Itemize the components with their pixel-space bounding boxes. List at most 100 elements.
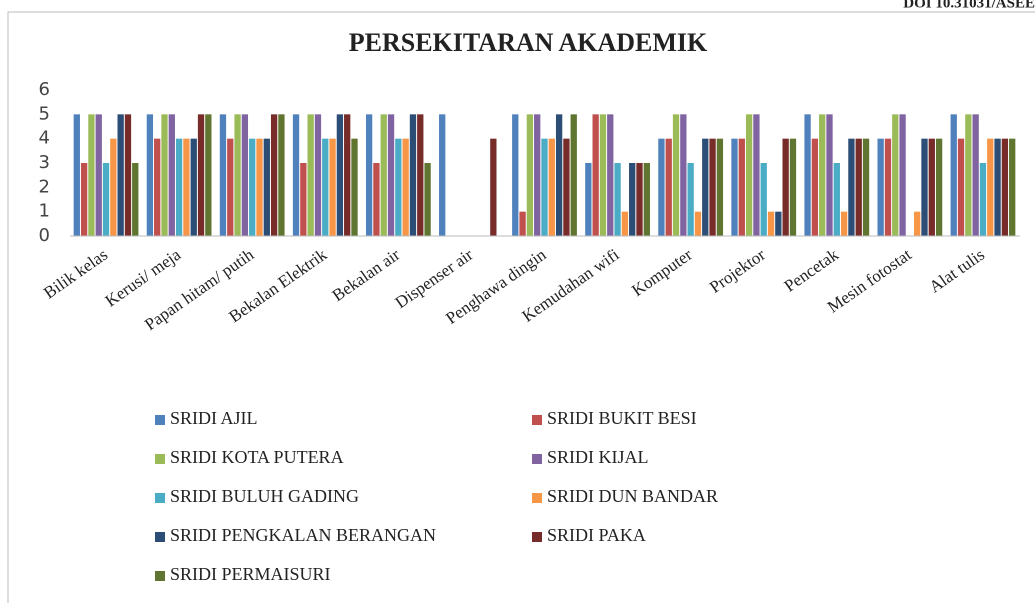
bar xyxy=(234,114,241,236)
bar xyxy=(241,114,249,236)
bar xyxy=(380,114,387,236)
bar xyxy=(877,138,884,236)
bar xyxy=(782,138,789,236)
legend-swatch xyxy=(155,493,165,503)
bar xyxy=(183,138,190,236)
bar xyxy=(811,138,819,236)
bar xyxy=(548,138,555,236)
x-tick-label: Komputer xyxy=(628,245,696,300)
bar xyxy=(314,114,322,236)
bar xyxy=(439,114,446,236)
bar xyxy=(555,114,563,236)
bar xyxy=(914,211,921,236)
bar xyxy=(278,114,285,236)
bar xyxy=(336,114,344,236)
bar xyxy=(731,138,738,236)
legend-swatch xyxy=(155,571,165,581)
bar xyxy=(994,138,1001,236)
bar xyxy=(256,138,263,236)
bar xyxy=(629,163,636,236)
y-tick-label: 5 xyxy=(39,103,50,124)
bar xyxy=(716,138,724,236)
bar xyxy=(490,138,497,236)
y-tick-label: 0 xyxy=(39,225,50,246)
bar xyxy=(292,114,300,236)
bar xyxy=(154,138,161,236)
bar xyxy=(585,163,592,236)
bar xyxy=(694,211,702,236)
bar xyxy=(270,114,278,236)
legend-swatch xyxy=(155,454,165,464)
bar xyxy=(117,114,124,236)
legend-label: SRIDI BULUH GADING xyxy=(170,486,359,506)
bar xyxy=(899,114,906,236)
bar xyxy=(351,138,358,236)
bar xyxy=(687,163,694,236)
bar xyxy=(636,163,643,236)
bar xyxy=(387,114,395,236)
bar xyxy=(592,114,599,236)
bar xyxy=(979,163,987,236)
bar xyxy=(102,163,110,236)
bar xyxy=(402,138,409,236)
bar xyxy=(643,163,650,236)
bar xyxy=(753,114,760,236)
bar xyxy=(132,163,139,236)
bar xyxy=(987,138,994,236)
legend-label: SRIDI PERMAISURI xyxy=(170,564,331,584)
bar xyxy=(658,138,665,236)
bar xyxy=(760,163,767,236)
bar xyxy=(672,114,680,236)
bar xyxy=(300,163,307,236)
bar xyxy=(80,163,88,236)
x-tick-label: Projektor xyxy=(706,245,769,297)
bar xyxy=(329,138,336,236)
bar xyxy=(205,114,212,236)
bar xyxy=(417,114,424,236)
chart-frame xyxy=(7,11,1035,608)
bar xyxy=(972,114,979,236)
doi: DOI 10.31031/ASEE xyxy=(903,0,1035,11)
bar xyxy=(190,138,197,236)
bar xyxy=(395,138,402,236)
bar xyxy=(424,163,431,236)
y-tick-label: 2 xyxy=(39,176,50,197)
bar xyxy=(928,138,935,236)
bar xyxy=(95,114,102,236)
bar xyxy=(1001,138,1009,236)
bar xyxy=(512,114,519,236)
bar xyxy=(665,138,672,236)
bar xyxy=(161,114,168,236)
bar xyxy=(892,114,899,236)
bar xyxy=(249,138,256,236)
bar xyxy=(848,138,855,236)
bar xyxy=(884,138,892,236)
bar xyxy=(519,211,526,236)
bar xyxy=(168,114,175,236)
x-tick-label: Alat tulis xyxy=(926,245,988,297)
bar xyxy=(775,211,782,236)
legend-label: SRIDI PENGKALAN BERANGAN xyxy=(170,525,436,545)
bar xyxy=(526,114,534,236)
bar xyxy=(950,114,957,236)
bar xyxy=(219,114,227,236)
legend-swatch xyxy=(532,532,542,542)
legend-swatch xyxy=(532,493,542,503)
y-tick-label: 3 xyxy=(39,152,50,173)
x-tick-label: Bilik kelas xyxy=(40,245,111,303)
legend-label: SRIDI KIJAL xyxy=(547,447,649,467)
bar xyxy=(745,114,753,236)
bar xyxy=(88,114,95,236)
bar xyxy=(344,114,351,236)
y-tick-label: 6 xyxy=(39,79,50,100)
bar xyxy=(855,138,862,236)
bar xyxy=(175,138,183,236)
legend-swatch xyxy=(532,415,542,425)
bar xyxy=(935,138,943,236)
bar xyxy=(599,114,607,236)
bar xyxy=(804,114,811,236)
bar xyxy=(614,163,621,236)
legend-label: SRIDI KOTA PUTERA xyxy=(170,447,344,467)
bar xyxy=(680,114,687,236)
